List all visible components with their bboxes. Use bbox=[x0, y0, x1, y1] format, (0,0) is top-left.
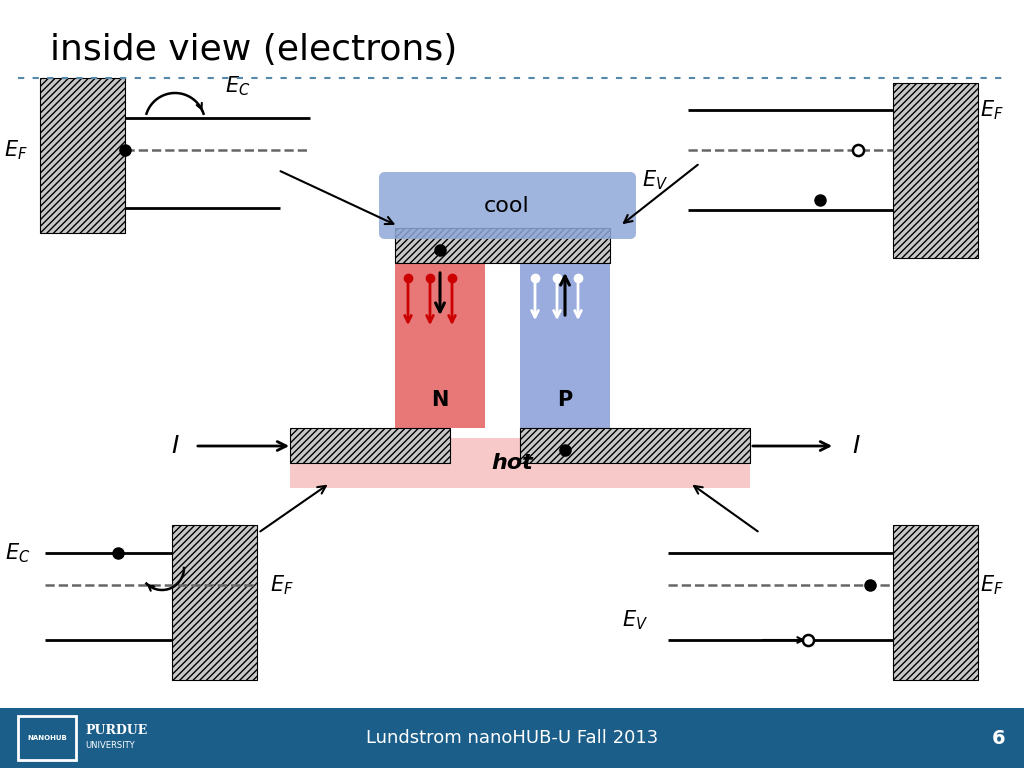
Bar bbox=[40, 78, 125, 233]
Text: $E_V$: $E_V$ bbox=[642, 168, 668, 192]
Bar bbox=[290, 438, 750, 488]
Bar bbox=[893, 83, 978, 258]
Text: P: P bbox=[557, 390, 572, 410]
Bar bbox=[395, 263, 485, 428]
Text: Lundstrom nanoHUB-U Fall 2013: Lundstrom nanoHUB-U Fall 2013 bbox=[366, 729, 658, 747]
Bar bbox=[893, 525, 978, 680]
Bar bbox=[18, 716, 76, 760]
Text: $I$: $I$ bbox=[171, 434, 180, 458]
Text: N: N bbox=[431, 390, 449, 410]
Text: $E_F$: $E_F$ bbox=[980, 573, 1004, 597]
Text: PURDUE: PURDUE bbox=[85, 723, 147, 737]
Bar bbox=[172, 525, 257, 680]
Text: 6: 6 bbox=[991, 729, 1005, 747]
FancyBboxPatch shape bbox=[379, 172, 636, 239]
Text: cool: cool bbox=[484, 196, 529, 216]
Bar bbox=[520, 428, 750, 463]
Text: NANOHUB: NANOHUB bbox=[27, 735, 67, 741]
Bar bbox=[520, 263, 610, 428]
Text: $I$: $I$ bbox=[852, 434, 861, 458]
Bar bbox=[395, 228, 610, 263]
Text: UNIVERSITY: UNIVERSITY bbox=[85, 741, 134, 750]
Text: $E_F$: $E_F$ bbox=[980, 98, 1004, 122]
Text: inside view (electrons): inside view (electrons) bbox=[50, 33, 458, 67]
Bar bbox=[290, 428, 450, 463]
Bar bbox=[0, 708, 1024, 768]
Text: $E_C$: $E_C$ bbox=[5, 541, 30, 564]
Text: $E_V$: $E_V$ bbox=[622, 608, 648, 632]
Text: $E_F$: $E_F$ bbox=[4, 138, 28, 162]
Text: hot: hot bbox=[492, 453, 532, 473]
Text: $E_C$: $E_C$ bbox=[225, 74, 251, 98]
Text: $E_F$: $E_F$ bbox=[270, 573, 294, 597]
